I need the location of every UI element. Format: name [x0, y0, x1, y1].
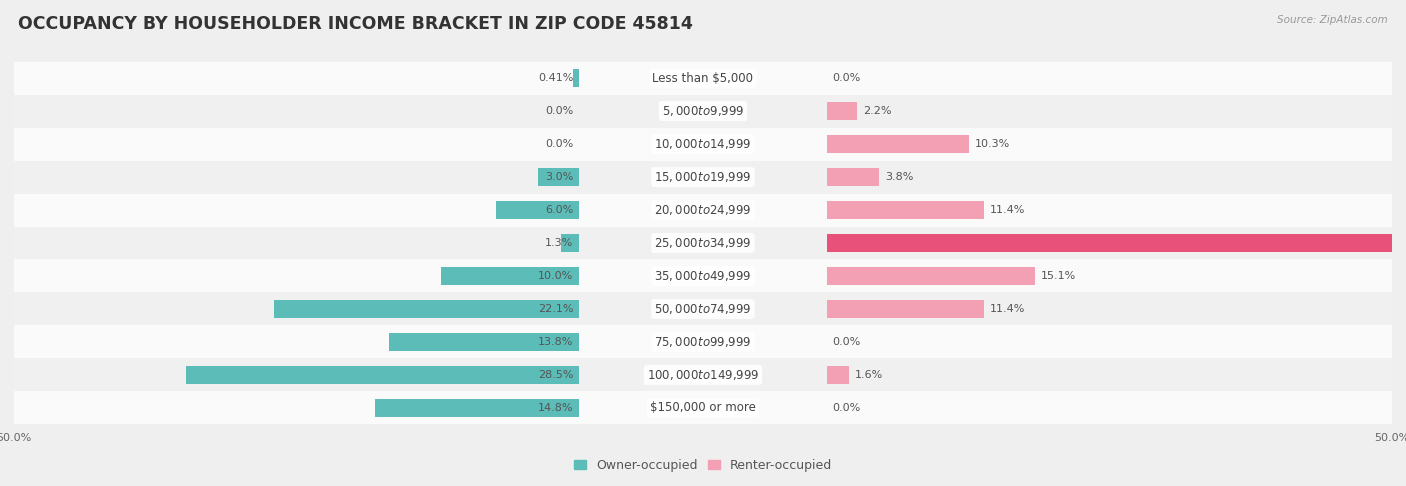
Bar: [574, 69, 579, 87]
Bar: [827, 366, 849, 384]
Text: 11.4%: 11.4%: [990, 304, 1025, 314]
Text: 0.0%: 0.0%: [546, 106, 574, 116]
Bar: [186, 366, 579, 384]
Bar: [14, 160, 1392, 193]
Bar: [14, 127, 1392, 160]
Text: $150,000 or more: $150,000 or more: [650, 401, 756, 415]
Bar: [827, 234, 1406, 252]
Bar: [375, 399, 579, 417]
Text: 0.0%: 0.0%: [832, 403, 860, 413]
Bar: [274, 300, 579, 318]
Bar: [827, 102, 858, 120]
Text: $10,000 to $14,999: $10,000 to $14,999: [654, 137, 752, 151]
Text: 6.0%: 6.0%: [546, 205, 574, 215]
Bar: [441, 267, 579, 285]
Text: $100,000 to $149,999: $100,000 to $149,999: [647, 368, 759, 382]
Text: 0.41%: 0.41%: [538, 73, 574, 83]
Text: 22.1%: 22.1%: [538, 304, 574, 314]
Text: $35,000 to $49,999: $35,000 to $49,999: [654, 269, 752, 283]
Bar: [389, 333, 579, 351]
Bar: [827, 267, 1035, 285]
Bar: [14, 193, 1392, 226]
Text: 3.8%: 3.8%: [884, 172, 914, 182]
Text: OCCUPANCY BY HOUSEHOLDER INCOME BRACKET IN ZIP CODE 45814: OCCUPANCY BY HOUSEHOLDER INCOME BRACKET …: [18, 15, 693, 33]
Bar: [561, 234, 579, 252]
Bar: [537, 168, 579, 186]
Bar: [14, 226, 1392, 260]
Text: 2.2%: 2.2%: [863, 106, 891, 116]
Text: 0.0%: 0.0%: [832, 337, 860, 347]
Bar: [827, 300, 984, 318]
Text: 3.0%: 3.0%: [546, 172, 574, 182]
Text: 1.6%: 1.6%: [855, 370, 883, 380]
Text: 13.8%: 13.8%: [538, 337, 574, 347]
Bar: [496, 201, 579, 219]
Text: 11.4%: 11.4%: [990, 205, 1025, 215]
Bar: [827, 135, 969, 153]
Bar: [14, 62, 1392, 95]
Text: 15.1%: 15.1%: [1040, 271, 1076, 281]
Text: $25,000 to $34,999: $25,000 to $34,999: [654, 236, 752, 250]
Bar: [14, 95, 1392, 127]
Bar: [14, 391, 1392, 424]
Text: Source: ZipAtlas.com: Source: ZipAtlas.com: [1277, 15, 1388, 25]
Bar: [827, 168, 879, 186]
Text: 0.0%: 0.0%: [832, 73, 860, 83]
Text: $50,000 to $74,999: $50,000 to $74,999: [654, 302, 752, 316]
Text: 0.0%: 0.0%: [546, 139, 574, 149]
Text: $5,000 to $9,999: $5,000 to $9,999: [662, 104, 744, 118]
Bar: [827, 201, 984, 219]
Text: $75,000 to $99,999: $75,000 to $99,999: [654, 335, 752, 349]
Text: $15,000 to $19,999: $15,000 to $19,999: [654, 170, 752, 184]
Text: 10.0%: 10.0%: [538, 271, 574, 281]
Bar: [14, 260, 1392, 293]
Text: 1.3%: 1.3%: [546, 238, 574, 248]
Text: 28.5%: 28.5%: [538, 370, 574, 380]
Text: Less than $5,000: Less than $5,000: [652, 71, 754, 85]
Bar: [14, 326, 1392, 359]
Text: 10.3%: 10.3%: [974, 139, 1010, 149]
Text: 14.8%: 14.8%: [538, 403, 574, 413]
Bar: [14, 359, 1392, 391]
Text: $20,000 to $24,999: $20,000 to $24,999: [654, 203, 752, 217]
Legend: Owner-occupied, Renter-occupied: Owner-occupied, Renter-occupied: [568, 454, 838, 477]
Bar: [14, 293, 1392, 326]
